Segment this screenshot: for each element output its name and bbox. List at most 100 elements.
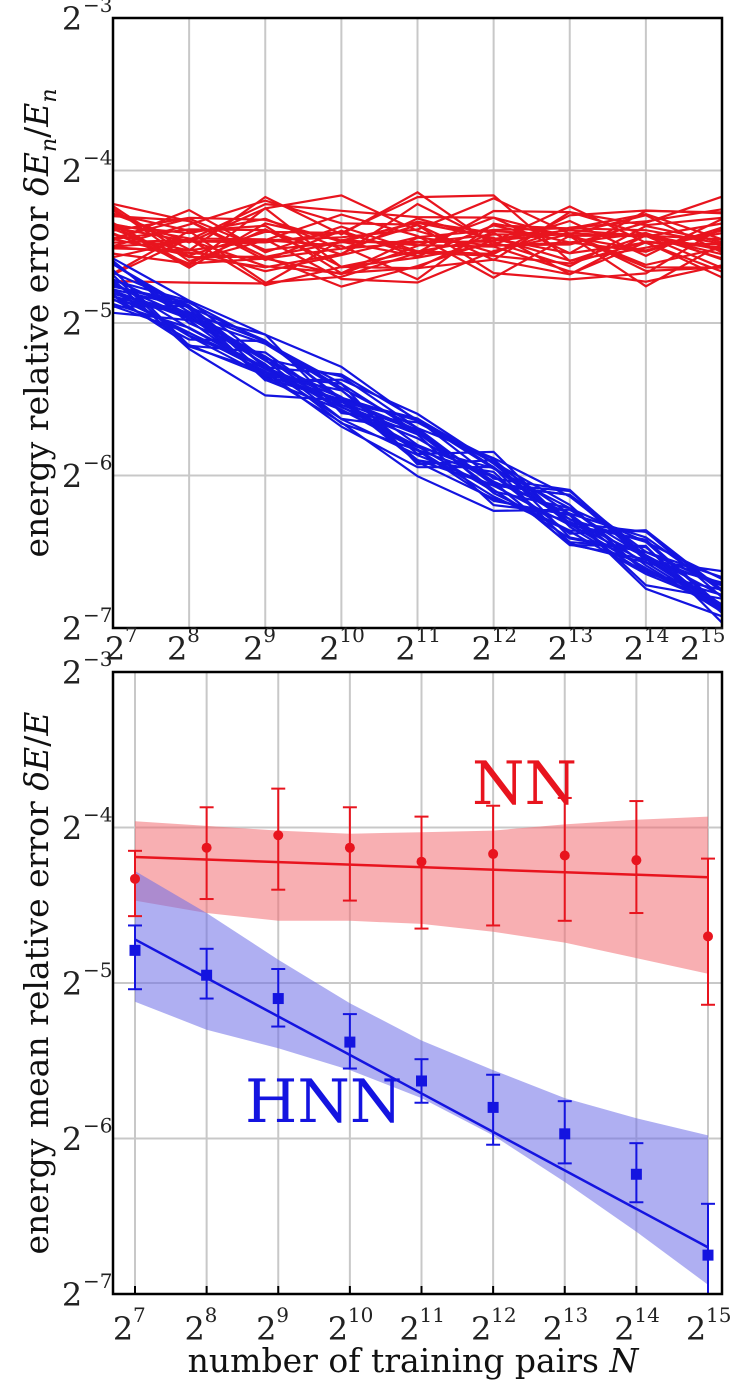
svg-text:14: 14: [644, 623, 669, 647]
svg-text:−4: −4: [83, 146, 112, 170]
bottom-x-tick-label: 2 12: [471, 1303, 517, 1348]
nn-data-point: [631, 855, 642, 866]
svg-text:2: 2: [680, 630, 700, 668]
svg-text:2: 2: [62, 1121, 82, 1159]
hnn-trial-line: [113, 263, 722, 610]
svg-text:2: 2: [62, 965, 82, 1003]
nn-trial-line: [113, 202, 722, 268]
svg-text:9: 9: [276, 1303, 289, 1327]
svg-text:−5: −5: [83, 958, 112, 982]
bottom-y-tick-label: 2 −7: [62, 1269, 113, 1314]
top-y-axis-label: energy relative error δEn/En: [17, 88, 62, 557]
nn-annotation: NN: [472, 749, 577, 819]
svg-text:2: 2: [471, 1310, 491, 1348]
nn-data-point: [344, 842, 355, 853]
svg-text:2: 2: [62, 810, 82, 848]
nn-data-point: [559, 850, 570, 861]
bottom-y-ticks: 2 −72 −62 −52 −42 −3: [62, 647, 113, 1314]
svg-text:−4: −4: [83, 803, 112, 827]
hnn-data-point: [272, 993, 284, 1005]
svg-text:13: 13: [568, 623, 593, 647]
svg-text:2: 2: [471, 630, 491, 668]
nn-trial-line: [113, 191, 722, 252]
nn-trial-line: [113, 223, 722, 284]
top-x-tick-label: 2 10: [319, 623, 365, 668]
bottom-y-tick-label: 2 −5: [62, 958, 113, 1003]
hnn-data-point: [416, 1075, 427, 1087]
nn-data-point: [488, 848, 499, 859]
nn-data-point: [703, 931, 713, 942]
svg-text:2: 2: [184, 1310, 204, 1348]
top-y-tick-label: 2 −6: [62, 451, 113, 496]
hnn-trial-line: [113, 299, 722, 611]
svg-text:8: 8: [205, 1303, 218, 1327]
svg-text:−6: −6: [83, 451, 112, 475]
nn-trial-line: [113, 222, 722, 288]
hnn-data-point: [129, 944, 141, 956]
svg-text:−6: −6: [83, 1114, 112, 1138]
svg-text:−3: −3: [83, 0, 112, 17]
svg-text:2: 2: [548, 630, 568, 668]
top-x-tick-label: 2 11: [395, 623, 441, 668]
hnn-error-bar: [128, 924, 142, 991]
nn-data-point: [201, 842, 212, 853]
svg-text:7: 7: [133, 1303, 146, 1327]
svg-text:−7: −7: [83, 1269, 112, 1293]
top-lines: [113, 191, 722, 624]
svg-text:15: 15: [706, 1303, 731, 1327]
hnn-trial-line: [113, 311, 722, 607]
error-bars: [128, 787, 715, 1295]
nn-data-point: [130, 873, 140, 884]
svg-text:2: 2: [113, 1310, 133, 1348]
bottom-x-tick-label: 2 15: [686, 1303, 732, 1348]
svg-text:7: 7: [125, 623, 138, 647]
svg-text:2: 2: [62, 654, 82, 692]
svg-text:2: 2: [62, 1276, 82, 1314]
svg-text:2: 2: [319, 630, 339, 668]
hnn-data-point: [344, 1036, 356, 1048]
top-y-ticks: 2 −72 −62 −52 −42 −3: [62, 0, 113, 648]
nn-trial-line: [113, 194, 722, 263]
bottom-y-tick-label: 2 −6: [62, 1114, 113, 1159]
nn-trial-line: [113, 202, 722, 255]
svg-text:2: 2: [243, 630, 263, 668]
svg-text:12: 12: [492, 623, 517, 647]
x-axis-label: number of training pairs N: [188, 1341, 640, 1380]
svg-text:15: 15: [700, 623, 725, 647]
nn-error-bar: [199, 806, 214, 901]
hnn-trial-line: [113, 285, 722, 587]
nn-error-bar: [414, 815, 429, 930]
svg-text:9: 9: [263, 623, 276, 647]
hnn-data-point: [559, 1128, 571, 1140]
hnn-trial-line: [113, 302, 722, 579]
svg-text:2: 2: [328, 1310, 348, 1348]
top-x-tick-label: 2 14: [624, 623, 670, 668]
hnn-annotation: HNN: [245, 1067, 402, 1137]
hnn-trial-line: [113, 274, 722, 591]
nn-data-point: [273, 830, 284, 841]
top-x-ticks: 2 7 2 8 2 9 2 10 2 11 2 12 2 13 2 14 2 15: [105, 623, 726, 668]
bottom-x-tick-label: 2 10: [328, 1303, 374, 1348]
svg-text:2: 2: [62, 153, 82, 191]
bottom-y-axis-label: energy mean relative error δE/E: [17, 711, 56, 1254]
nn-trial-line: [113, 238, 722, 285]
hnn-trial-line: [113, 292, 722, 606]
top-x-tick-label: 2 12: [471, 623, 517, 668]
nn-trial-line: [113, 221, 722, 269]
svg-text:2: 2: [167, 630, 187, 668]
svg-text:2: 2: [395, 630, 415, 668]
svg-text:2: 2: [399, 1310, 419, 1348]
nn-data-point: [416, 856, 427, 867]
top-y-tick-label: 2 −3: [62, 0, 113, 38]
svg-text:2: 2: [256, 1310, 276, 1348]
svg-text:11: 11: [420, 1303, 445, 1327]
bottom-y-tick-label: 2 −4: [62, 803, 113, 848]
svg-text:−7: −7: [83, 603, 112, 627]
bottom-frame: [111, 670, 724, 1296]
svg-text:8: 8: [187, 623, 200, 647]
svg-text:2: 2: [543, 1310, 563, 1348]
svg-text:10: 10: [348, 1303, 373, 1327]
